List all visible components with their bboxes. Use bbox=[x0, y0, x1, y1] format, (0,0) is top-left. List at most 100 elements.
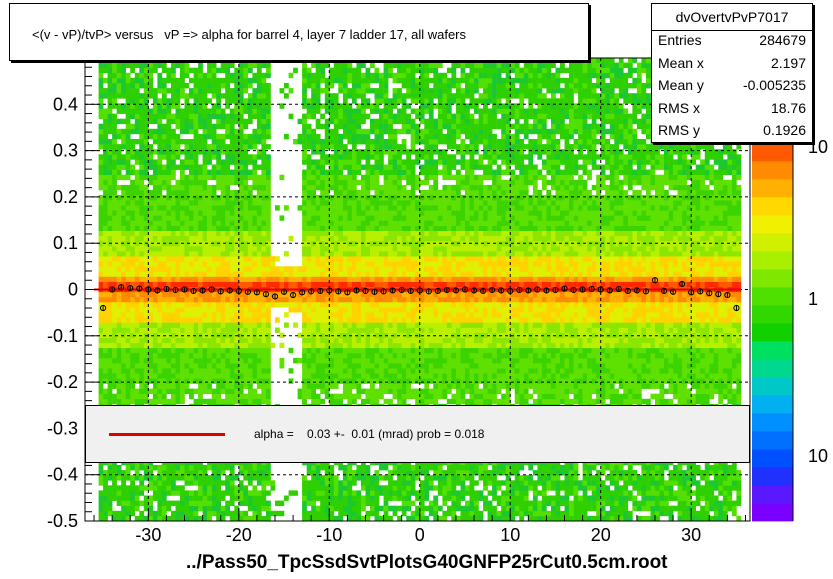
heatmap-cell bbox=[103, 515, 108, 522]
heatmap-cell bbox=[139, 368, 145, 374]
heatmap-cell bbox=[107, 77, 113, 84]
heatmap-cell bbox=[171, 139, 176, 145]
heatmap-cell bbox=[211, 240, 217, 247]
heatmap-cell bbox=[198, 490, 203, 496]
heatmap-cell bbox=[234, 261, 240, 267]
heatmap-cell bbox=[130, 465, 135, 471]
heatmap-cell bbox=[261, 210, 267, 216]
heatmap-cell bbox=[184, 215, 190, 221]
heatmap-cell bbox=[338, 495, 344, 501]
heatmap-cell bbox=[157, 108, 163, 114]
heatmap-cell bbox=[175, 470, 181, 476]
heatmap-cell bbox=[374, 139, 380, 145]
heatmap-cell bbox=[157, 159, 163, 165]
heatmap-cell bbox=[311, 215, 316, 221]
heatmap-cell bbox=[161, 251, 167, 257]
heatmap-cell bbox=[356, 475, 362, 481]
heatmap-cell bbox=[193, 465, 199, 471]
heatmap-cell bbox=[125, 251, 131, 257]
heatmap-cell bbox=[392, 368, 398, 374]
heatmap-cell bbox=[243, 123, 249, 130]
heatmap-cell bbox=[234, 256, 240, 262]
heatmap-cell bbox=[216, 515, 221, 522]
heatmap-cell bbox=[98, 67, 104, 74]
heatmap-cell bbox=[112, 342, 117, 349]
heatmap-cell bbox=[184, 322, 190, 328]
heatmap-cell bbox=[225, 465, 230, 471]
heatmap-cell bbox=[229, 235, 235, 242]
heatmap-cell bbox=[370, 291, 375, 298]
heatmap-cell bbox=[152, 302, 158, 308]
heatmap-cell bbox=[116, 215, 122, 221]
heatmap-cell bbox=[116, 485, 122, 491]
heatmap-cell bbox=[130, 352, 135, 359]
heatmap-cell bbox=[329, 271, 335, 277]
heatmap-cell bbox=[351, 515, 357, 522]
heatmap-cell bbox=[342, 347, 348, 354]
heatmap-cell bbox=[198, 281, 203, 287]
heatmap-cell bbox=[157, 500, 163, 506]
heatmap-cell bbox=[347, 205, 353, 211]
heatmap-cell bbox=[374, 133, 380, 140]
heatmap-cell bbox=[207, 144, 212, 150]
heatmap-cell bbox=[234, 139, 240, 145]
heatmap-cell bbox=[329, 490, 335, 496]
heatmap-cell bbox=[148, 190, 154, 196]
heatmap-cell bbox=[189, 363, 194, 369]
heatmap-cell bbox=[166, 281, 172, 287]
heatmap-cell bbox=[207, 332, 212, 338]
heatmap-cell bbox=[311, 312, 316, 318]
heatmap-cell bbox=[211, 271, 217, 277]
heatmap-cell bbox=[234, 302, 240, 308]
heatmap-cell bbox=[234, 93, 240, 99]
heatmap-cell bbox=[207, 154, 212, 160]
heatmap-cell bbox=[166, 383, 172, 389]
heatmap-cell bbox=[225, 235, 230, 242]
heatmap-cell bbox=[143, 118, 149, 125]
heatmap-cell bbox=[238, 347, 244, 354]
heatmap-cell bbox=[370, 164, 375, 170]
heatmap-cell bbox=[374, 144, 380, 150]
heatmap-cell bbox=[98, 220, 104, 226]
heatmap-cell bbox=[370, 169, 375, 175]
heatmap-cell bbox=[98, 200, 104, 206]
heatmap-cell bbox=[175, 123, 181, 130]
heatmap-cell bbox=[306, 378, 312, 384]
heatmap-cell bbox=[207, 77, 212, 84]
heatmap-cell bbox=[266, 200, 271, 206]
heatmap-cell bbox=[152, 133, 158, 140]
heatmap-cell bbox=[374, 123, 380, 130]
heatmap-cell bbox=[175, 347, 181, 354]
heatmap-cell bbox=[252, 322, 258, 328]
heatmap-cell bbox=[338, 205, 344, 211]
heatmap-cell bbox=[347, 103, 353, 109]
heatmap-cell bbox=[266, 215, 271, 221]
heatmap-cell bbox=[324, 327, 330, 333]
heatmap-cell bbox=[134, 296, 140, 303]
heatmap-cell bbox=[361, 276, 366, 282]
heatmap-cell bbox=[392, 174, 398, 181]
heatmap-cell bbox=[125, 465, 131, 471]
heatmap-cell bbox=[338, 276, 344, 282]
heatmap-cell bbox=[171, 378, 176, 384]
heatmap-cell bbox=[234, 322, 240, 328]
heatmap-cell bbox=[261, 174, 267, 181]
heatmap-cell bbox=[293, 358, 298, 364]
heatmap-cell bbox=[365, 342, 371, 349]
heatmap-cell bbox=[388, 98, 393, 104]
heatmap-cell bbox=[379, 98, 384, 104]
heatmap-cell bbox=[252, 133, 258, 140]
heatmap-cell bbox=[302, 475, 307, 481]
heatmap-cell bbox=[388, 302, 393, 308]
heatmap-cell bbox=[184, 103, 190, 109]
heatmap-cell bbox=[261, 276, 267, 282]
heatmap-cell bbox=[297, 139, 303, 145]
heatmap-cell bbox=[193, 235, 199, 242]
heatmap-cell bbox=[347, 256, 353, 262]
heatmap-cell bbox=[116, 246, 122, 252]
heatmap-cell bbox=[103, 195, 108, 201]
heatmap-cell bbox=[275, 266, 280, 272]
heatmap-cell bbox=[130, 251, 135, 257]
heatmap-cell bbox=[107, 113, 113, 119]
heatmap-cell bbox=[229, 352, 235, 359]
